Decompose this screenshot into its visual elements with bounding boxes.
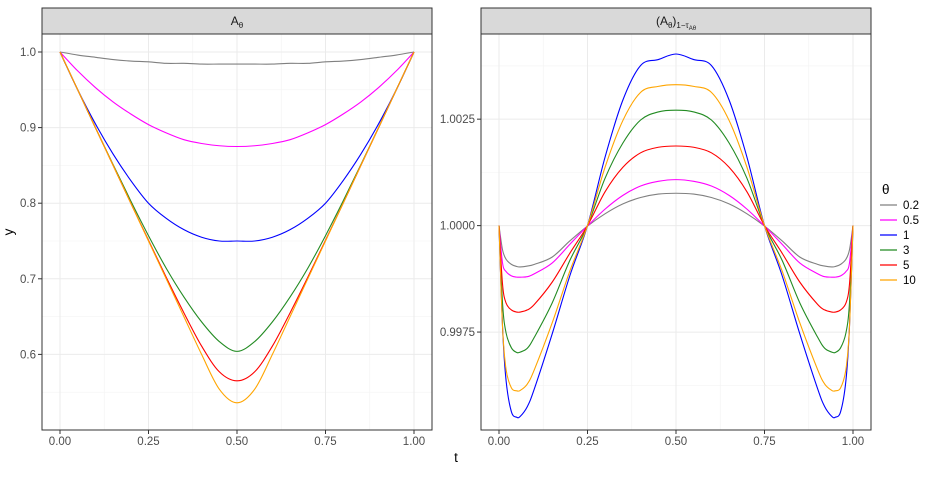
series-line-0.2 <box>59 51 415 65</box>
panel-left-grid <box>42 34 432 430</box>
x-tick-label: 0.25 <box>576 436 598 448</box>
series-line-10 <box>498 84 854 392</box>
series-line-3 <box>498 109 854 354</box>
panel-left-x-axis: 0.00 0.25 0.50 0.75 1.00 <box>49 430 425 448</box>
legend-label: 0.2 <box>903 200 919 212</box>
strip-right-title: (Aθ)1−τAθ <box>656 14 697 32</box>
x-tick-label: 0.50 <box>226 436 248 448</box>
legend-label: 1 <box>903 230 909 242</box>
x-axis-title: t <box>454 450 458 465</box>
x-tick-label: 1.00 <box>842 436 864 448</box>
series-line-0.5 <box>498 179 854 278</box>
series-line-5 <box>498 145 854 313</box>
strip-left-title: Aθ <box>231 14 244 30</box>
legend-title: θ <box>882 182 890 197</box>
series-line-10 <box>59 51 415 404</box>
y-tick-label: 0.9975 <box>440 327 475 339</box>
y-tick-label: 1.0000 <box>440 221 475 233</box>
legend-label: 10 <box>903 275 916 287</box>
legend-label: 5 <box>903 260 909 272</box>
y-axis-title: y <box>1 228 16 235</box>
y-tick-label: 1.0025 <box>440 114 475 126</box>
legend: θ 0.2 0.5 1 3 5 10 <box>880 182 919 287</box>
series-line-0.5 <box>59 51 415 148</box>
x-tick-label: 0.75 <box>314 436 336 448</box>
panel-right: (Aθ)1−τAθ 0.00 0.25 0.50 0.75 1.00 0.9975 1.0… <box>440 7 872 448</box>
y-tick-label: 0.9 <box>20 123 36 135</box>
panel-left-y-axis: 0.6 0.7 0.8 0.9 1.0 <box>20 47 42 361</box>
strip-left <box>41 7 433 35</box>
series-line-0.2 <box>498 192 854 268</box>
y-tick-label: 0.8 <box>20 198 36 210</box>
y-tick-label: 0.7 <box>20 274 36 286</box>
x-tick-label: 0.50 <box>665 436 687 448</box>
legend-label: 3 <box>903 245 909 257</box>
y-tick-label: 1.0 <box>20 47 36 59</box>
x-tick-label: 0.75 <box>753 436 775 448</box>
panel-right-x-axis: 0.00 0.25 0.50 0.75 1.00 <box>488 430 864 448</box>
panel-right-lines <box>498 53 854 419</box>
x-tick-label: 0.00 <box>488 436 510 448</box>
y-tick-label: 0.6 <box>20 349 36 361</box>
x-tick-label: 0.25 <box>137 436 159 448</box>
panel-left: Aθ 0.00 0.25 0.50 0.75 1.00 0.6 0.7 0.8 0.9 1.0 <box>20 7 433 448</box>
series-line-1 <box>498 53 854 419</box>
panel-right-y-axis: 0.9975 1.0000 1.0025 <box>440 114 481 339</box>
panel-left-lines <box>59 51 415 404</box>
legend-label: 0.5 <box>903 215 919 227</box>
x-tick-label: 1.00 <box>403 436 425 448</box>
x-tick-label: 0.00 <box>49 436 71 448</box>
series-line-1 <box>59 51 415 242</box>
strip-right <box>480 7 872 35</box>
